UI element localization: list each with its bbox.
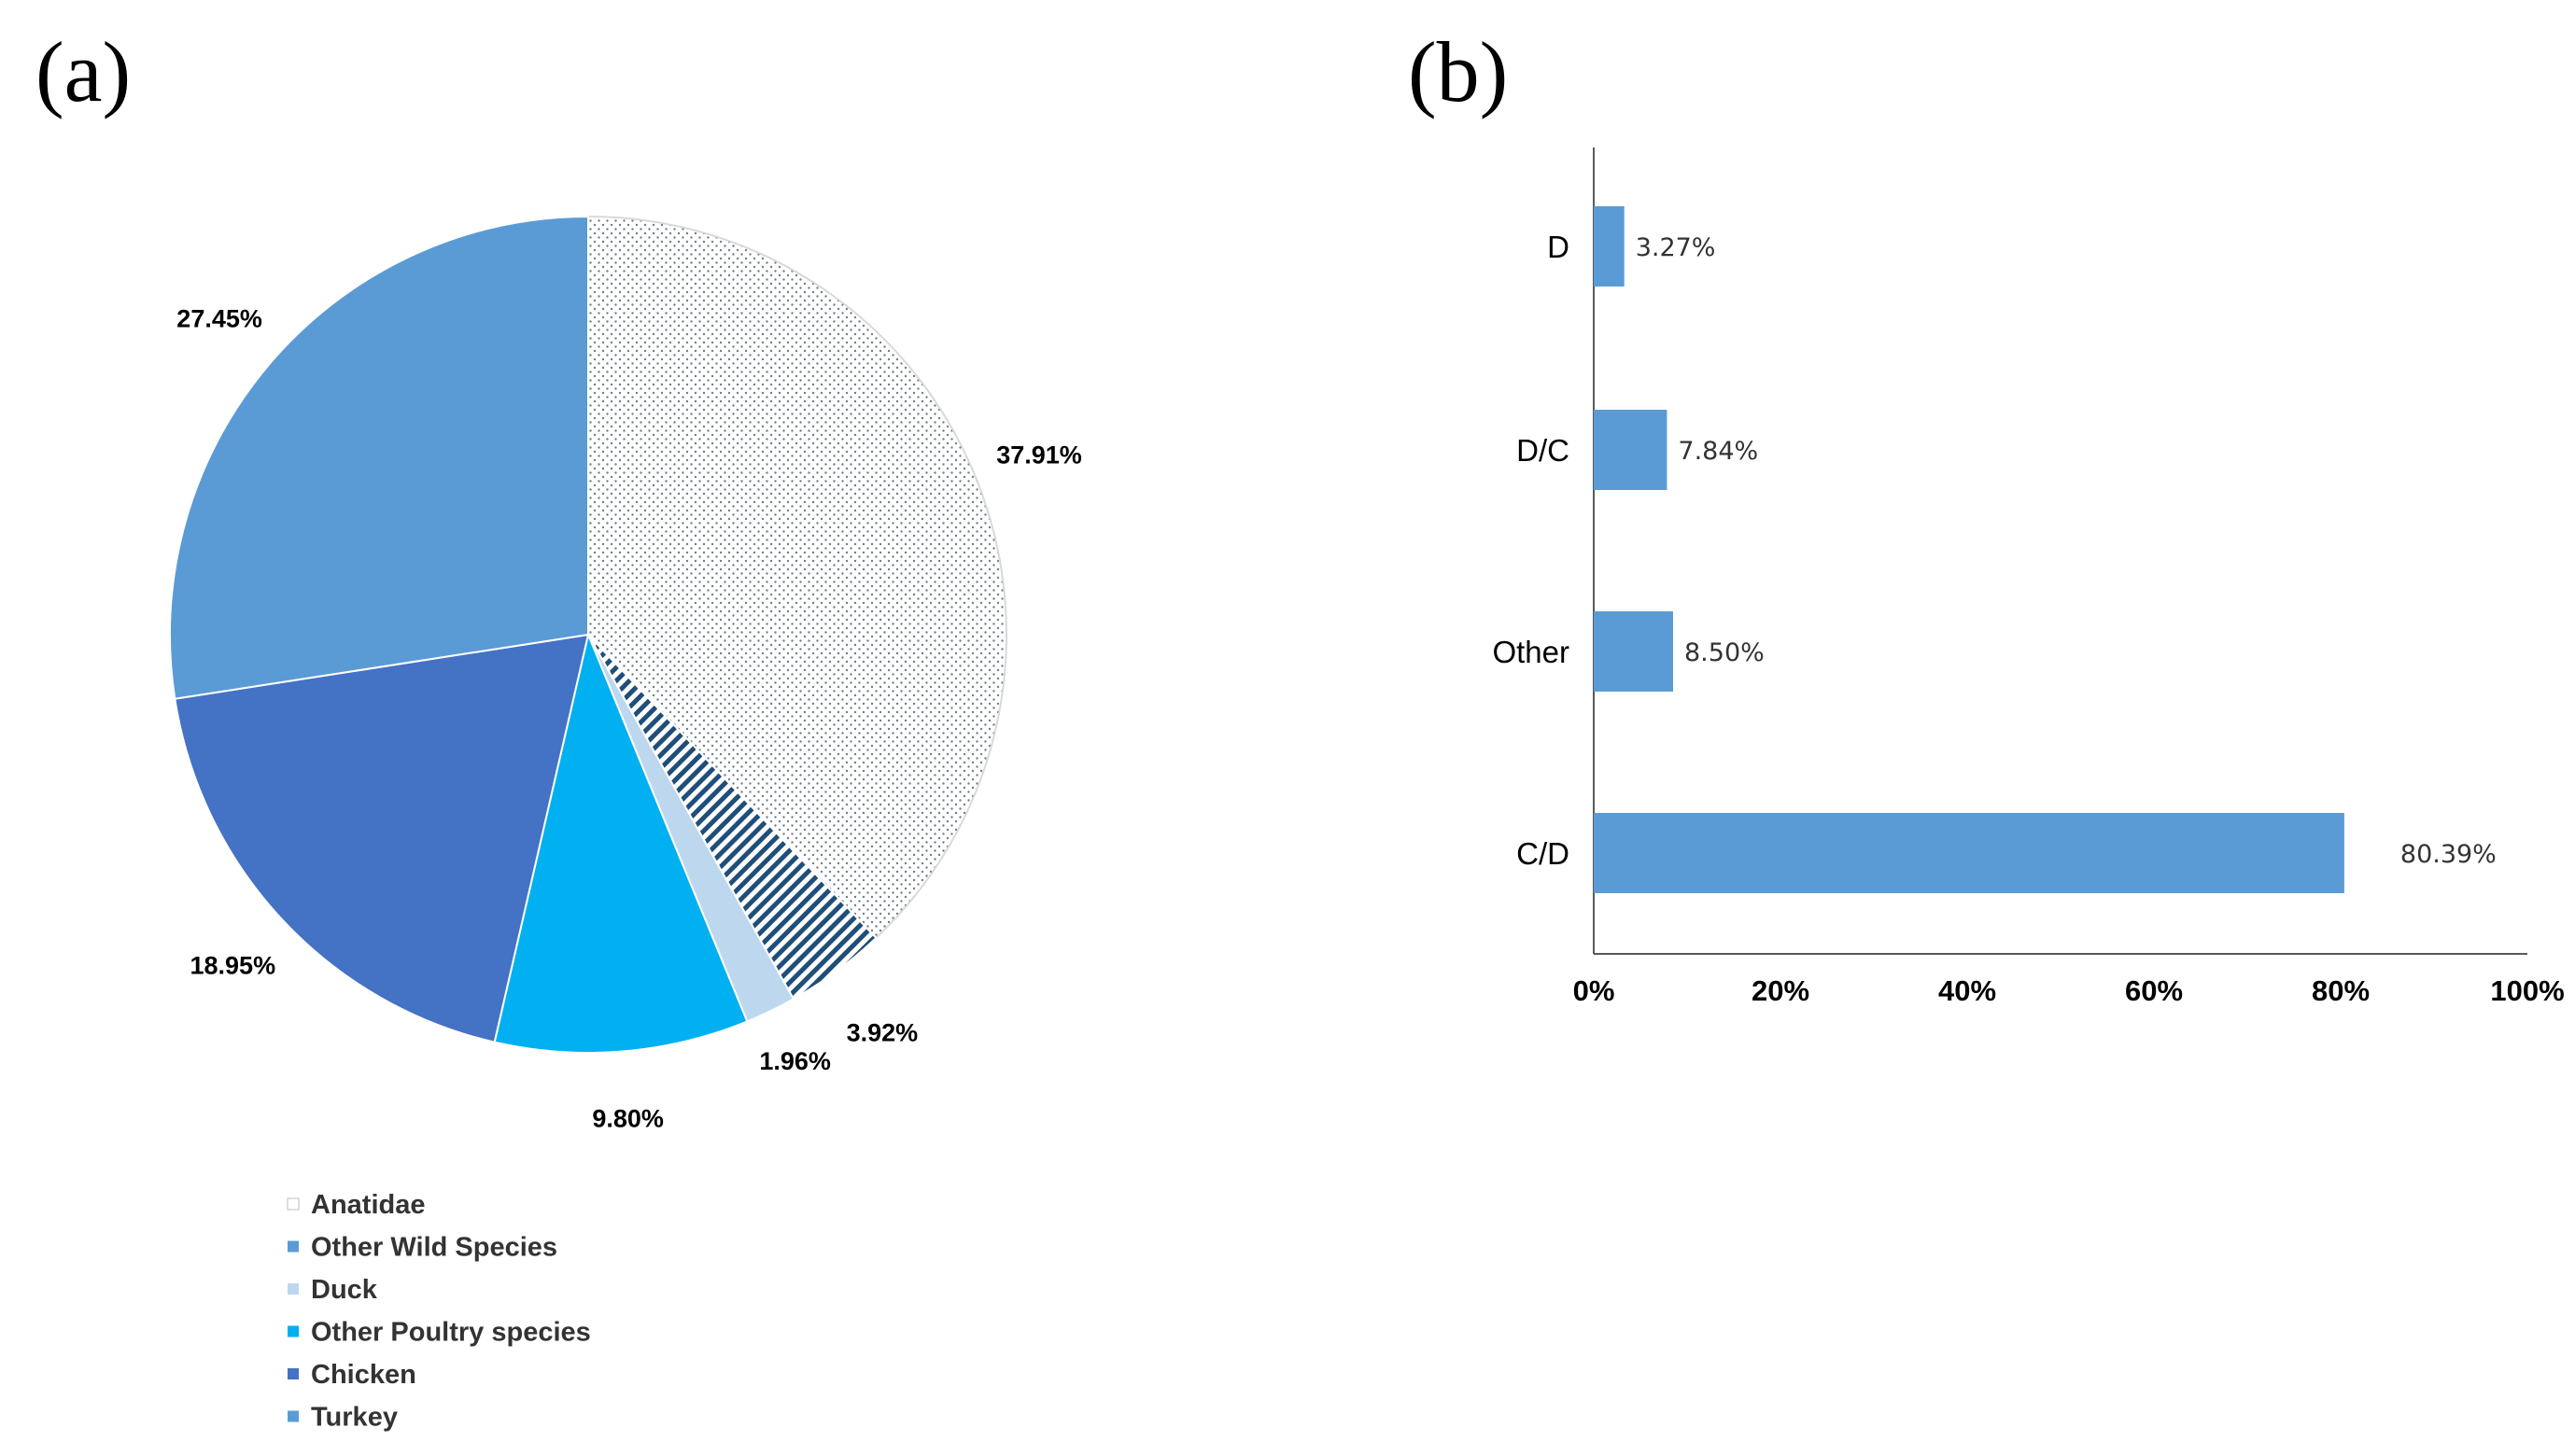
legend-swatch-duck: [288, 1283, 299, 1295]
pie-label-chicken: 18.95%: [190, 951, 276, 979]
legend-item-chicken: Chicken: [288, 1360, 416, 1390]
x-tick-label: 80%: [2312, 974, 2370, 1007]
legend-label-chicken: Chicken: [311, 1360, 416, 1390]
bar-value-label-other: 8.50%: [1684, 638, 1765, 667]
panel-label-b: (b): [1408, 24, 1508, 119]
legend-item-anatidae: Anatidae: [287, 1190, 425, 1220]
bar-category-label-other: Other: [1492, 635, 1569, 669]
bar-value-label-c-d: 80.39%: [2400, 840, 2497, 869]
pie-label-other-wild-species: 27.45%: [176, 305, 262, 333]
pie-label-turkey: 3.92%: [847, 1018, 919, 1046]
bar-d: [1594, 206, 1625, 287]
pie-value-labels: 37.91% 3.92% 1.96% 9.80% 18.95% 27.45%: [176, 305, 1081, 1133]
legend-swatch-other-poultry-species: [288, 1325, 299, 1337]
legend-item-turkey: Turkey: [288, 1403, 398, 1433]
legend-label-duck: Duck: [311, 1275, 378, 1305]
pie-slice-other-poultry-species: [493, 631, 749, 1054]
bar-d-c: [1594, 410, 1667, 490]
bar-value-label-d: 3.27%: [1636, 233, 1716, 262]
pie-label-duck: 1.96%: [759, 1047, 831, 1075]
bar-category-label-d: D: [1547, 230, 1569, 264]
pie-slice-other-wild-species: [169, 215, 589, 700]
legend-item-other-wild-species: Other Wild Species: [288, 1233, 557, 1263]
pie-label-other-poultry-species: 9.80%: [592, 1104, 664, 1132]
legend-label-other-poultry-species: Other Poultry species: [311, 1318, 591, 1348]
bar-category-label-d-c: D/C: [1516, 433, 1569, 468]
pie-chart: [169, 215, 1007, 1054]
legend-swatch-chicken: [288, 1368, 299, 1379]
legend-label-other-wild-species: Other Wild Species: [311, 1233, 557, 1263]
legend-item-other-poultry-species: Other Poultry species: [288, 1318, 591, 1348]
bar-other: [1594, 611, 1673, 692]
x-tick-label: 60%: [2125, 974, 2183, 1007]
bar-c-d: [1594, 813, 2344, 893]
x-tick-label: 40%: [1938, 974, 1996, 1007]
bar-category-label-c-d: C/D: [1516, 836, 1569, 871]
legend-label-anatidae: Anatidae: [311, 1190, 425, 1220]
panel-label-a: (a): [35, 24, 131, 119]
x-tick-label: 0%: [1573, 974, 1615, 1007]
x-tick-label: 100%: [2490, 974, 2564, 1007]
legend-swatch-other-wild-species: [288, 1240, 299, 1253]
legend-item-duck: Duck: [288, 1275, 378, 1305]
bar-chart: D 3.27% D/C 7.84% Other 8.50% C/D 80.39% 0% 20% 40…: [1492, 147, 2565, 1007]
pie-slice-anatidae: [587, 215, 1007, 940]
legend-swatch-turkey: [288, 1410, 299, 1422]
legend-swatch-anatidae: [287, 1197, 300, 1211]
legend-label-turkey: Turkey: [311, 1403, 398, 1433]
pie-slice-chicken: [174, 633, 590, 1043]
bar-value-label-d-c: 7.84%: [1678, 437, 1758, 466]
pie-legend: Anatidae Other Wild Species Duck Other Poul…: [287, 1190, 591, 1433]
pie-label-anatidae: 37.91%: [996, 441, 1082, 469]
x-tick-label: 20%: [1752, 974, 1809, 1007]
